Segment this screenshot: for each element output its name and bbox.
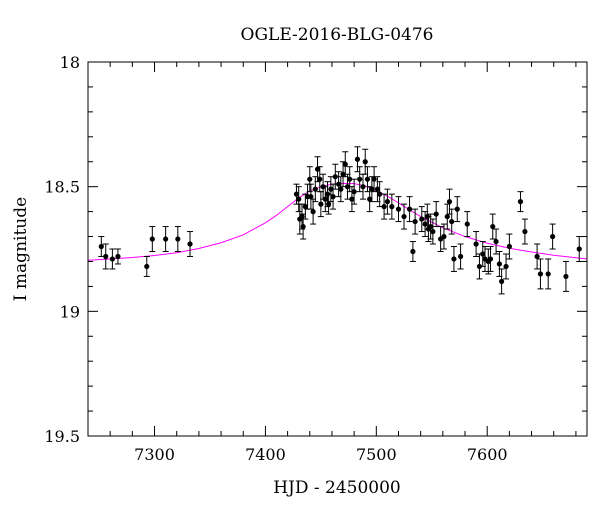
data-point [314,166,321,172]
data-point [419,216,425,222]
data-point [550,233,556,240]
data-point [377,191,383,197]
y-axis-label: I magnitude [11,197,31,301]
data-point [371,176,377,182]
data-point [296,196,302,202]
data-point [422,221,428,227]
data-point [299,213,305,220]
data-point [354,156,361,162]
chart-title: OGLE-2016-BLG-0476 [241,25,434,45]
data-point [545,271,551,277]
data-point [317,176,323,182]
data-point [322,196,328,202]
data-point [326,201,332,207]
data-point [360,184,366,190]
data-point [336,181,342,187]
y-tick-label: 18 [60,53,80,72]
data-point [406,206,413,212]
data-point [338,186,344,192]
data-point [430,228,436,235]
data-point [476,263,483,270]
data-point [457,253,464,260]
data-point [433,211,439,217]
data-point [328,186,334,192]
data-point [517,199,524,205]
data-point [493,238,499,245]
axis-ticks: 7300 7400 7500 7600 18 18.5 19 19.5 [44,53,587,464]
data-point [506,243,512,250]
y-tick-label: 19 [60,302,80,321]
y-tick-label: 18.5 [44,178,80,197]
data-point [103,253,109,260]
x-tick-label: 7400 [245,445,286,464]
data-point [410,248,416,255]
x-tick-label: 7600 [467,445,508,464]
data-point [349,196,355,202]
data-point [332,174,338,180]
y-tick-label: 19.5 [44,427,80,446]
data-point [369,186,375,192]
data-point [412,218,418,225]
data-point [473,241,479,247]
data-point [342,161,348,167]
plot-area [87,146,588,295]
data-point [454,206,460,212]
data-point [312,186,318,192]
data-point [109,256,115,262]
data-point [357,176,363,182]
data-point [293,191,300,197]
data-point [384,199,390,205]
data-point [576,246,582,252]
data-point [451,256,457,262]
data-point [563,273,569,280]
x-tick-label: 7500 [356,445,397,464]
data-point [175,236,181,242]
data-point [381,204,387,210]
data-point [490,223,496,230]
data-point [115,253,121,260]
data-point [367,196,373,202]
x-tick-label: 7300 [134,445,175,464]
data-point [499,278,505,285]
data-point [163,236,169,242]
data-point [364,176,371,182]
data-point [444,213,450,220]
plot-frame [87,61,588,437]
data-point [401,213,407,220]
x-axis-label: HJD - 2450000 [273,478,401,498]
data-point [149,236,155,242]
data-point [446,199,453,205]
data-point [449,218,455,225]
data-point [534,253,540,260]
data-point [300,223,306,230]
data-point [464,221,470,227]
data-point [187,241,193,247]
data-point [307,176,313,182]
data-point [537,271,544,277]
data-point [503,263,509,270]
data-point [362,159,368,165]
data-point [480,251,486,257]
data-point [340,171,346,177]
data-point [344,184,351,190]
model-curve [87,182,588,261]
data-point [441,233,447,240]
data-point [98,243,104,250]
data-point [351,189,357,195]
data-point [374,186,381,192]
data-point [330,194,336,200]
data-point [144,263,150,270]
data-point [428,223,434,230]
data-point [308,194,314,200]
data-point [310,209,316,215]
data-point [347,176,353,182]
data-point [487,256,494,262]
data-point [496,261,502,267]
data-point [389,204,395,210]
data-point [522,228,528,235]
data-point [395,206,402,212]
data-point [302,204,308,210]
data-point [318,201,324,207]
